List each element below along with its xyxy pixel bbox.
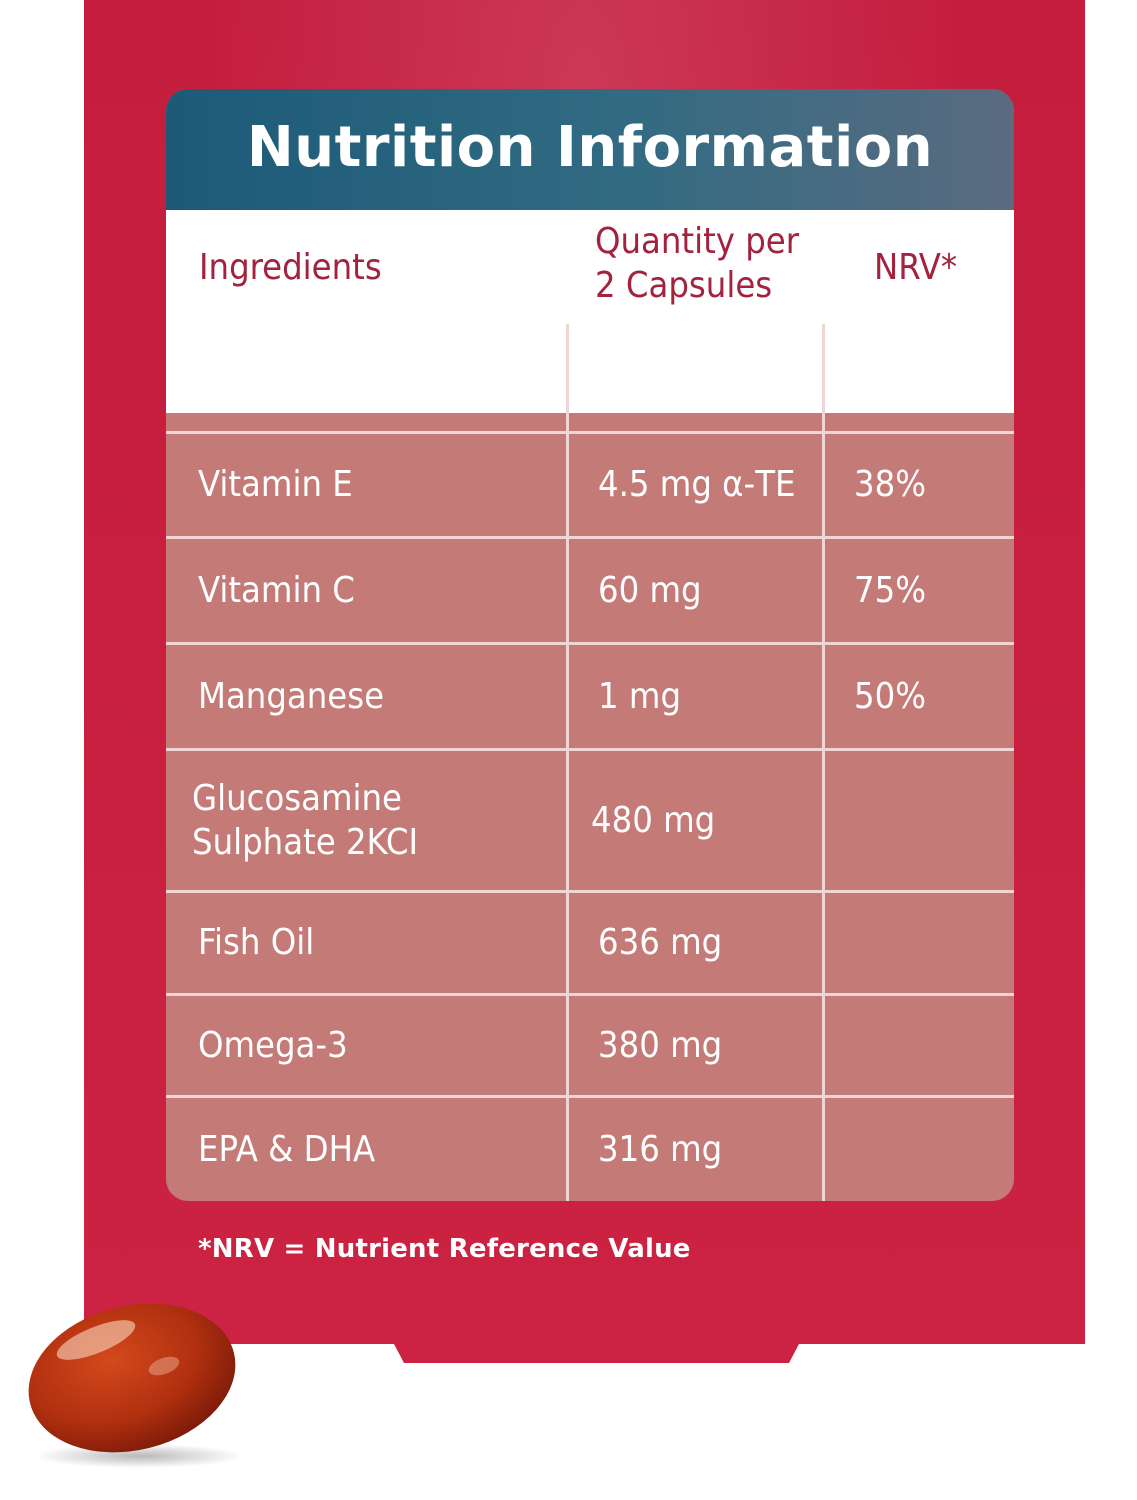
ingredient-cell: Manganese — [198, 675, 385, 717]
quantity-cell: 480 mg — [591, 799, 716, 841]
panel-title: Nutrition Information — [246, 115, 934, 180]
nrv-cell — [854, 1098, 994, 1202]
quantity-cell: 316 mg — [598, 1129, 723, 1170]
column-header-quantity: Quantity per 2 Capsules — [595, 220, 825, 308]
nrv-cell: 38% — [854, 464, 926, 505]
column-header-nrv: NRV* — [874, 247, 958, 288]
nrv-cell: 500% — [854, 356, 947, 398]
quantity-cell: 380 mg — [598, 1024, 723, 1066]
ingredient-cell: Omega-3 — [198, 1024, 348, 1066]
table-row: Vitamin E 4.5 mg α-TE 38% — [166, 431, 1014, 536]
column-header-quantity-line1: Quantity per — [595, 221, 800, 262]
column-divider — [566, 324, 569, 1201]
ingredient-cell: Vitamin E — [198, 464, 353, 505]
table-overlay: Ingredients Quantity per 2 Capsules NRV*… — [166, 89, 1014, 1201]
column-header-quantity-line2: 2 Capsules — [595, 265, 773, 306]
nrv-cell — [854, 996, 994, 1095]
quantity-cell: 1 mg — [598, 675, 682, 717]
nutrition-panel: Nutrition Information — [166, 89, 1014, 1201]
ingredient-cell: Fish Oil — [198, 922, 315, 963]
ingredient-cell-line1: Glucosamine — [192, 777, 402, 819]
ingredient-cell: Glucosamine Sulphate 2KCI — [192, 751, 552, 890]
nrv-cell: 75% — [854, 569, 926, 611]
ingredient-cell-line2: Sulphate 2KCI — [192, 821, 418, 863]
quantity-cell: 4.5 mg α-TE — [598, 464, 796, 505]
nrv-cell — [854, 751, 994, 890]
quantity-cell: 60 mg — [598, 569, 702, 611]
softgel-capsule-icon — [28, 1303, 244, 1468]
panel-header: Nutrition Information — [166, 89, 1014, 210]
table-row: Fish Oil 636 mg — [166, 890, 1014, 993]
table-row: Glucosamine Sulphate 2KCI 480 mg — [166, 748, 1014, 890]
nrv-cell — [854, 893, 994, 993]
ingredient-cell: EPA & DHA — [198, 1129, 376, 1170]
nrv-cell: 50% — [854, 675, 926, 717]
table-row: Vitamin C 60 mg 75% — [166, 536, 1014, 642]
table-row: EPA & DHA 316 mg — [166, 1095, 1014, 1202]
table-row: Vitamin D 25 µg 500% — [166, 324, 1014, 431]
quantity-cell: 636 mg — [598, 922, 723, 963]
ingredient-cell: Vitamin D — [198, 356, 358, 398]
table-row: Manganese 1 mg 50% — [166, 642, 1014, 748]
column-divider — [822, 324, 825, 1201]
column-header-row — [166, 210, 1014, 413]
ingredient-cell: Vitamin C — [198, 569, 355, 611]
nrv-footnote: *NRV = Nutrient Reference Value — [198, 1234, 691, 1264]
table-row: Omega-3 380 mg — [166, 993, 1014, 1095]
column-header-ingredients: Ingredients — [199, 247, 382, 288]
quantity-cell: 25 µg — [598, 356, 691, 398]
